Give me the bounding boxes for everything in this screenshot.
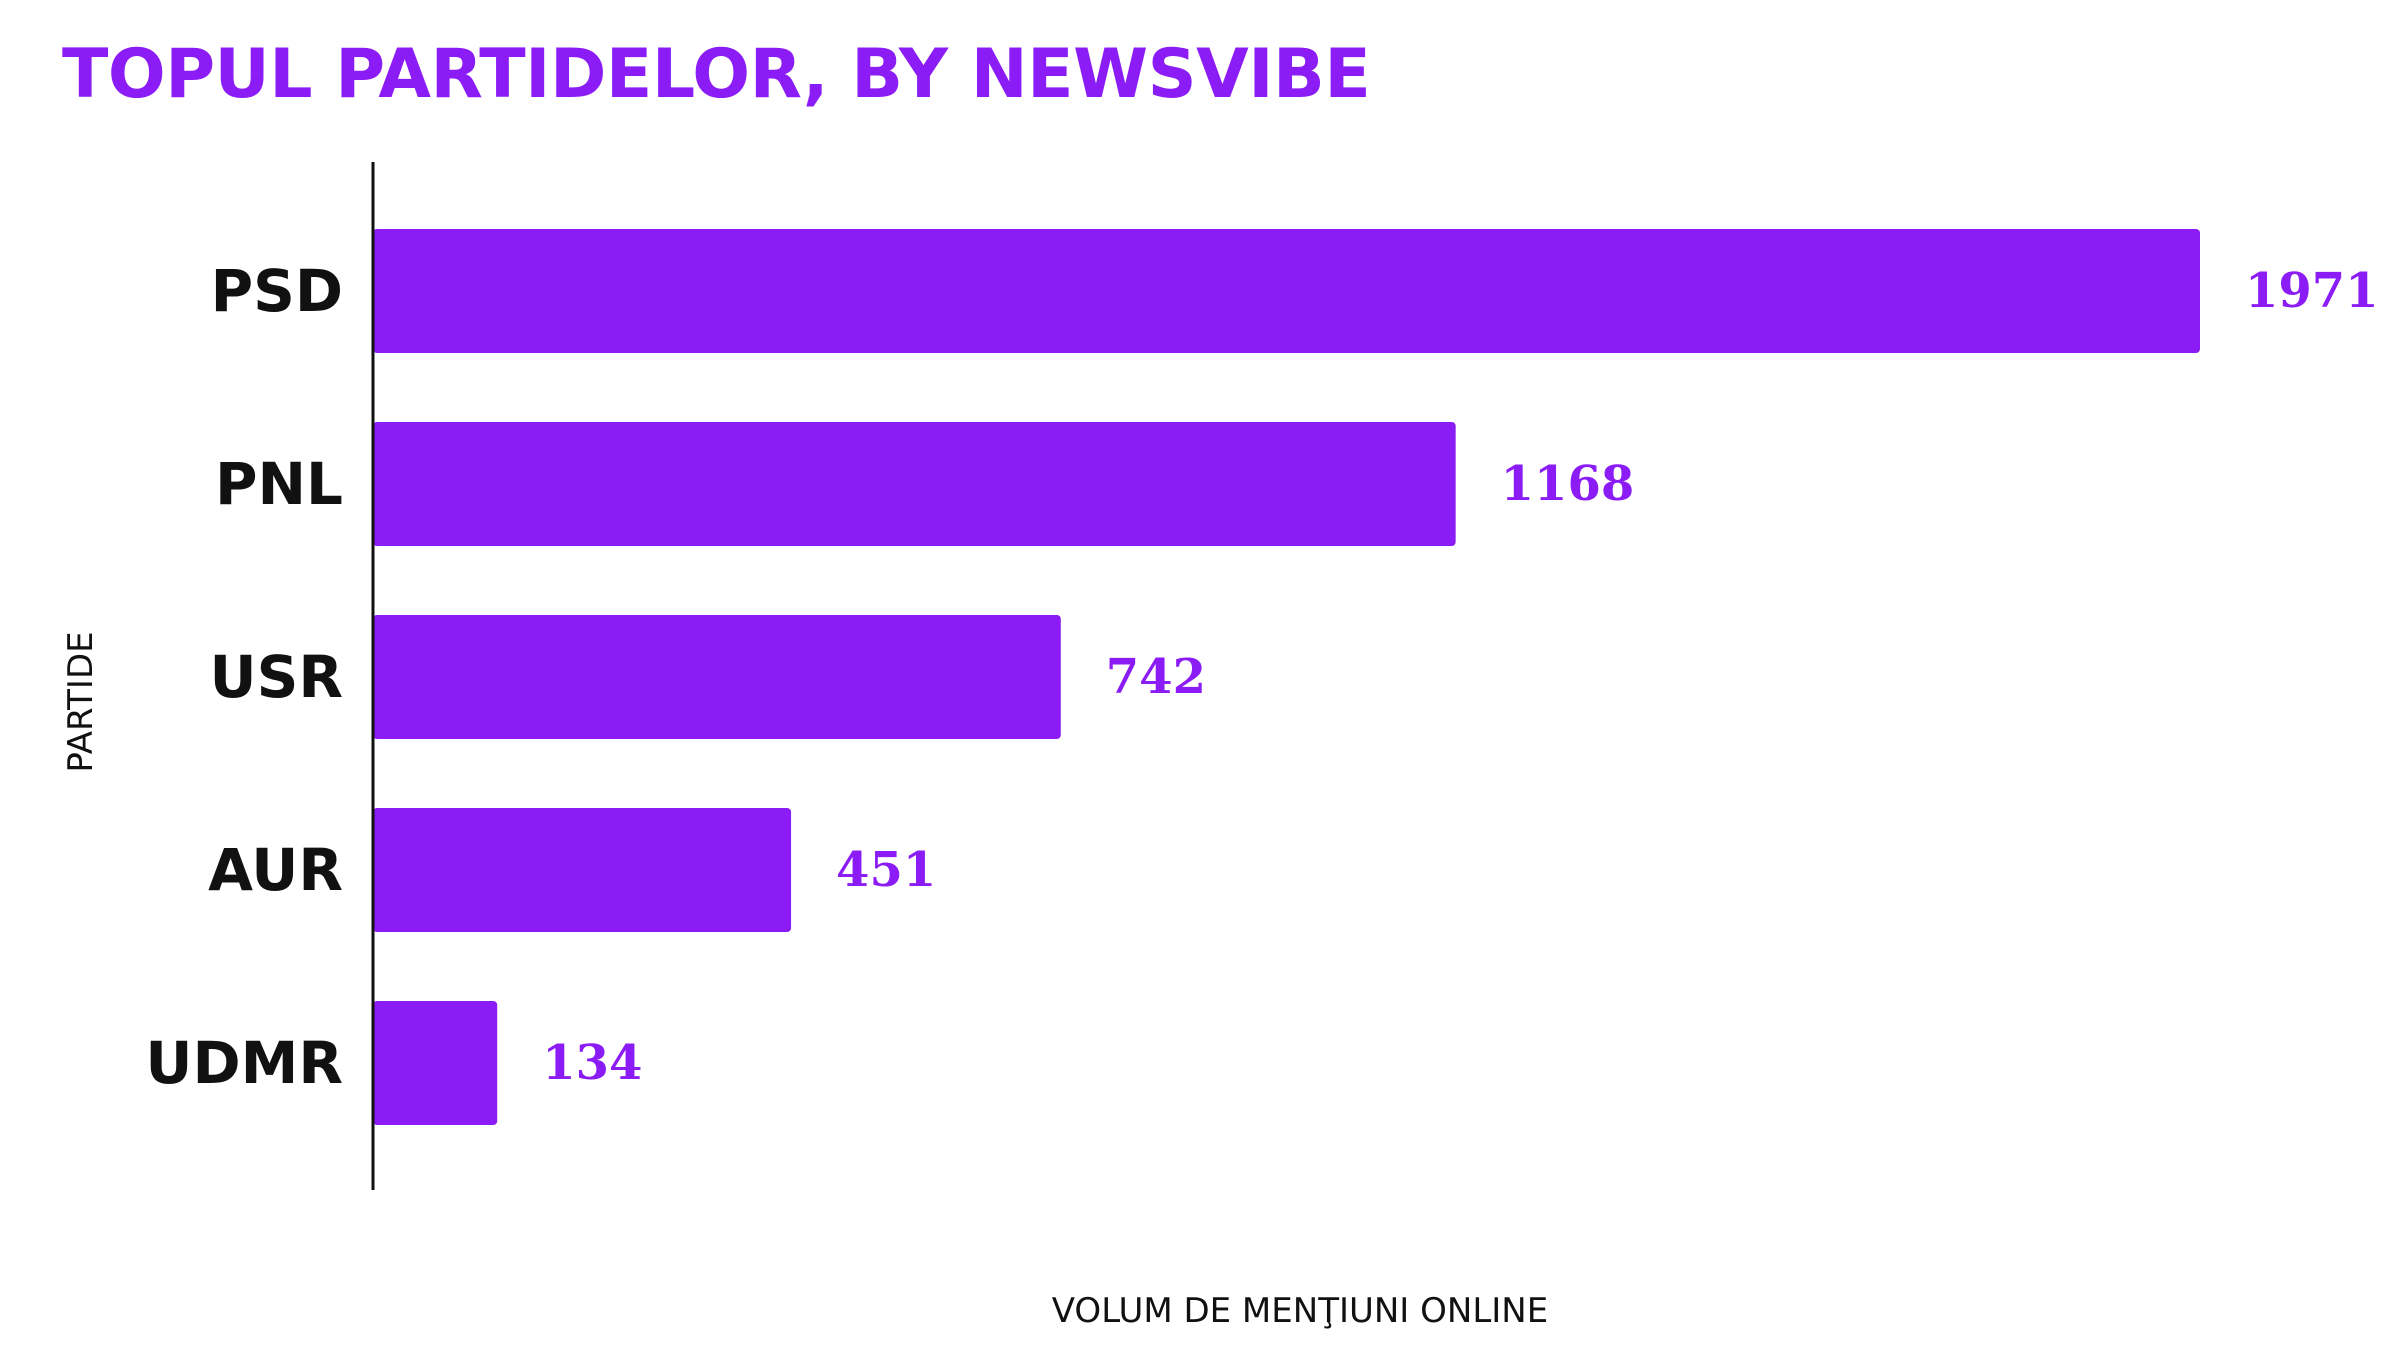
category-label-pnl: PNL <box>215 450 343 518</box>
chart-title: TOPUL PARTIDELOR, BY NEWSVIBE <box>62 35 1371 114</box>
labels-layer: PSD 1971 PNL 1168 USR 742 AUR 451 UDMR 134 <box>145 257 2378 1097</box>
bar-psd <box>373 229 2200 353</box>
value-label-aur: 451 <box>836 842 936 898</box>
category-label-psd: PSD <box>211 257 343 325</box>
category-label-aur: AUR <box>208 836 343 904</box>
bar-pnl <box>373 422 1456 546</box>
value-label-udmr: 134 <box>542 1035 642 1091</box>
bar-udmr <box>373 1001 498 1125</box>
category-label-usr: USR <box>209 643 343 711</box>
value-label-usr: 742 <box>1106 649 1206 705</box>
category-label-udmr: UDMR <box>145 1029 343 1097</box>
x-axis-title: VOLUM DE MENŢIUNI ONLINE <box>1052 1291 1548 1331</box>
value-label-psd: 1971 <box>2245 263 2379 319</box>
value-label-pnl: 1168 <box>1501 456 1635 512</box>
bars-layer <box>373 229 2200 1125</box>
y-axis-title: PARTIDE <box>61 631 101 772</box>
bar-usr <box>373 615 1061 739</box>
bar-aur <box>373 808 792 932</box>
